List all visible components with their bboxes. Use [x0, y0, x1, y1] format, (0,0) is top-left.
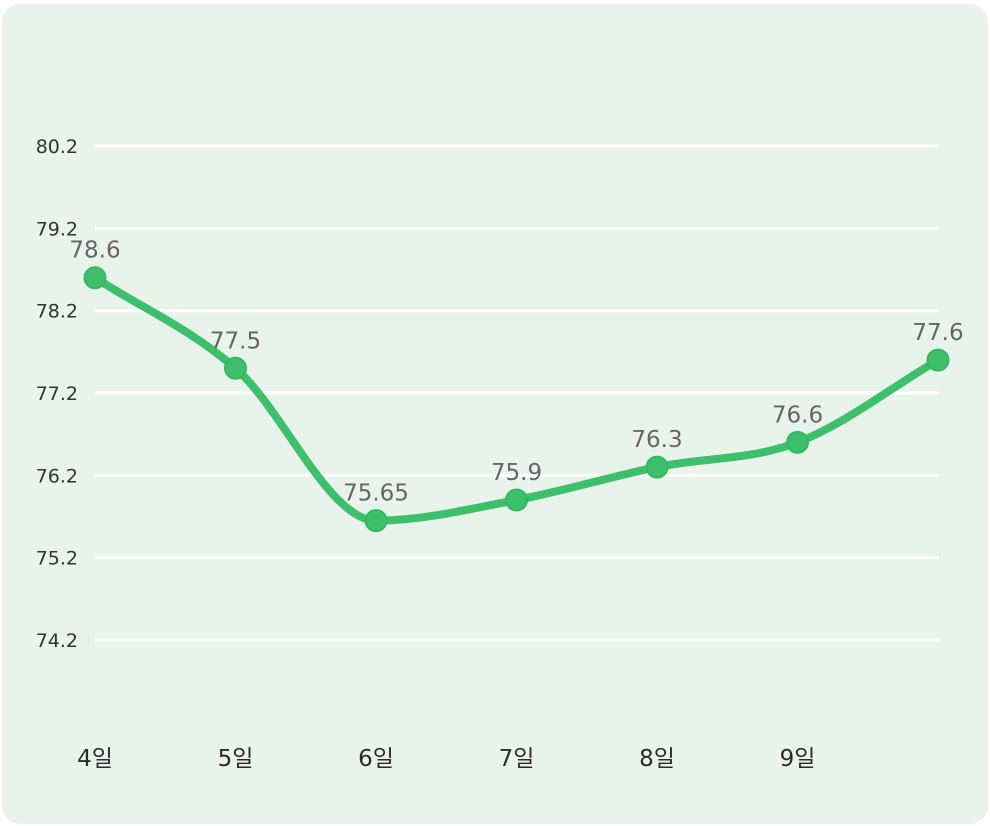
y-axis: 74.2 75.2 76.2 77.2 78.2 79.2 80.2 [36, 136, 78, 652]
y-tick-label: 80.2 [36, 136, 78, 158]
data-point [83, 266, 107, 290]
y-tick-label: 79.2 [36, 218, 78, 240]
grid-lines [95, 144, 939, 642]
data-point [645, 455, 669, 479]
x-tick-label: 5일 [218, 746, 254, 772]
x-tick-label: 6일 [358, 746, 394, 772]
data-point [364, 509, 388, 533]
y-tick-label: 76.2 [36, 465, 78, 487]
x-tick-label: 7일 [499, 746, 535, 772]
data-label: 77.5 [210, 328, 261, 354]
data-point [926, 348, 950, 372]
data-label: 76.3 [631, 427, 682, 453]
data-label: 76.6 [772, 402, 823, 428]
data-label: 78.6 [69, 238, 120, 264]
x-tick-label: 9일 [780, 746, 816, 772]
x-tick-label: 4일 [77, 746, 113, 772]
x-axis: 4일 5일 6일 7일 8일 9일 [77, 746, 815, 772]
y-tick-label: 75.2 [36, 548, 78, 570]
data-label: 75.9 [491, 460, 542, 486]
data-point [786, 430, 809, 454]
y-tick-label: 77.2 [36, 383, 78, 405]
line-chart: 74.2 75.2 76.2 77.2 78.2 79.2 80.2 4일 5일 6일 7일 8일 9… [36, 136, 964, 772]
chart-card: 74.2 75.2 76.2 77.2 78.2 79.2 80.2 4일 5일 6일 7일 8일 9… [2, 4, 988, 824]
data-label: 75.65 [343, 481, 409, 507]
data-point [505, 488, 528, 512]
data-labels: 78.6 77.5 75.65 75.9 76.3 76.6 77.6 [69, 238, 963, 507]
x-tick-label: 8일 [639, 746, 675, 772]
data-points [83, 266, 950, 533]
data-label: 77.6 [912, 320, 963, 346]
data-point [224, 356, 247, 380]
y-tick-label: 78.2 [36, 301, 78, 323]
y-tick-label: 74.2 [36, 630, 78, 652]
